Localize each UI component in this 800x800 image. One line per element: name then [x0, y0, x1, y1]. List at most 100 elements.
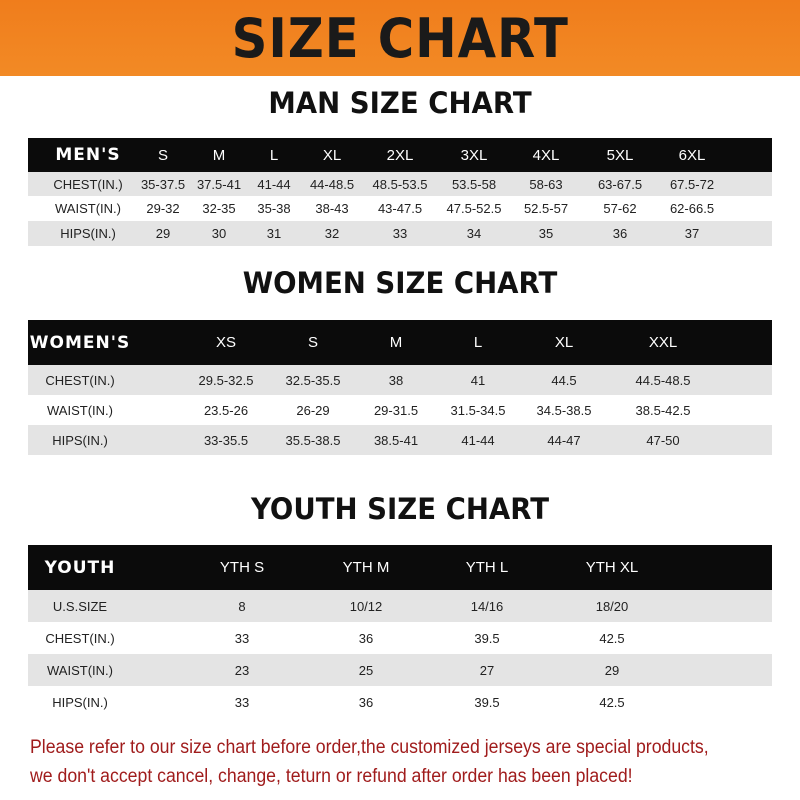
youth-size-table: YOUTH YTH S YTH M YTH L YTH XL U.S.SIZE 8 10/12… [28, 545, 772, 718]
size-header: M [389, 334, 403, 351]
table-cell: 38 [388, 372, 404, 388]
table-cell: 23 [234, 662, 250, 678]
measurement-label: WAIST(IN.) [55, 201, 121, 216]
table-cell: 10/12 [349, 598, 383, 614]
size-header: S [157, 146, 169, 164]
table-cell: 32 [324, 226, 340, 241]
men-chart-title: MAN SIZE CHART [268, 86, 532, 120]
measurement-label: HIPS(IN.) [52, 694, 108, 710]
size-header: L [473, 334, 483, 351]
table-cell: 37 [684, 226, 700, 241]
table-row: WAIST(IN.) 23 25 27 29 [28, 654, 772, 686]
size-header: YTH XL [585, 559, 639, 576]
youth-chart-title: YOUTH SIZE CHART [250, 492, 550, 526]
table-cell: 35 [538, 226, 554, 241]
table-cell: 38-43 [315, 201, 349, 216]
table-row: CHEST(IN.) 29.5-32.5 32.5-35.5 38 41 44.5 44.5… [28, 365, 772, 395]
measurement-label: HIPS(IN.) [52, 432, 108, 448]
size-header: 6XL [678, 146, 706, 164]
table-cell: 63-67.5 [597, 176, 643, 192]
table-cell: 58-63 [529, 176, 563, 192]
women-chart-title: WOMEN SIZE CHART [242, 266, 558, 300]
table-cell: 48.5-53.5 [372, 176, 428, 192]
table-cell: 32-35 [202, 201, 236, 216]
table-cell: 36 [358, 630, 374, 646]
table-cell: 38.5-41 [373, 432, 419, 448]
table-cell: 32.5-35.5 [285, 372, 341, 388]
table-cell: 37.5-41 [196, 176, 242, 192]
table-cell: 27 [479, 662, 495, 678]
table-row: WAIST(IN.) 23.5-26 26-29 29-31.5 31.5-34.5 34… [28, 395, 772, 425]
notice-line-1: Please refer to our size chart before or… [30, 737, 709, 758]
size-header: YTH S [219, 559, 265, 576]
measurement-label: WAIST(IN.) [47, 402, 113, 418]
table-row: HIPS(IN.) 33-35.5 35.5-38.5 38.5-41 41-44 44-… [28, 425, 772, 455]
table-row: HIPS(IN.) 29 30 31 32 33 34 35 36 37 [28, 221, 772, 246]
size-header: XS [215, 334, 237, 351]
measurement-label: HIPS(IN.) [60, 226, 116, 241]
size-header: XL [322, 146, 342, 164]
measurement-label: U.S.SIZE [52, 598, 108, 614]
table-cell: 29 [604, 662, 620, 678]
table-row: WAIST(IN.) 29-32 32-35 35-38 38-43 43-47.5 47.… [28, 196, 772, 221]
table-cell: 44-47 [547, 432, 581, 448]
table-row: U.S.SIZE 8 10/12 14/16 18/20 [28, 590, 772, 622]
table-row: HIPS(IN.) 33 36 39.5 42.5 [28, 686, 772, 718]
size-header: S [307, 334, 319, 351]
table-cell: 33 [234, 630, 250, 646]
table-cell: 43-47.5 [377, 201, 423, 216]
table-cell: 47-50 [646, 432, 680, 448]
size-header: YTH M [342, 559, 390, 576]
table-cell: 36 [358, 694, 374, 710]
table-cell: 62-66.5 [669, 201, 715, 216]
table-cell: 18/20 [595, 598, 629, 614]
table-cell: 41-44 [257, 176, 291, 192]
women-header-row: WOMEN'S XS S M L XL XXL [28, 320, 772, 365]
table-title-cell: MEN'S [55, 145, 121, 165]
table-cell: 29-31.5 [373, 402, 419, 418]
table-cell: 52.5-57 [523, 201, 569, 216]
size-header: L [269, 146, 279, 164]
table-cell: 53.5-58 [451, 176, 497, 192]
size-header: YTH L [465, 559, 509, 576]
table-cell: 44-48.5 [309, 176, 355, 192]
men-header-row: MEN'S S M L XL 2XL 3XL 4XL 5XL 6XL [28, 138, 772, 172]
size-chart-banner: SIZE CHART [0, 0, 800, 76]
table-cell: 31.5-34.5 [450, 402, 506, 418]
table-cell: 29.5-32.5 [198, 372, 254, 388]
men-size-table: MEN'S S M L XL 2XL 3XL 4XL 5XL 6XL CHEST(IN.) 35-37… [28, 138, 772, 246]
table-cell: 34 [466, 226, 482, 241]
table-cell: 41 [470, 372, 486, 388]
size-header: XXL [648, 334, 678, 351]
size-header: 4XL [532, 146, 560, 164]
measurement-label: CHEST(IN.) [53, 176, 123, 192]
table-cell: 44.5 [551, 372, 577, 388]
size-header: XL [554, 334, 574, 351]
measurement-label: CHEST(IN.) [45, 630, 115, 646]
table-cell: 29 [155, 226, 171, 241]
table-cell: 30 [211, 226, 227, 241]
size-header: 3XL [460, 146, 488, 164]
table-cell: 8 [238, 598, 246, 614]
women-size-table: WOMEN'S XS S M L XL XXL CHEST(IN.) 29.5-32.5 32.5… [28, 320, 772, 455]
table-cell: 35-38 [257, 201, 291, 216]
table-cell: 67.5-72 [669, 176, 715, 192]
table-cell: 33 [234, 694, 250, 710]
size-header: M [212, 146, 226, 164]
table-cell: 39.5 [474, 694, 500, 710]
table-row: CHEST(IN.) 33 36 39.5 42.5 [28, 622, 772, 654]
table-cell: 42.5 [599, 694, 625, 710]
table-cell: 35-37.5 [140, 176, 186, 192]
table-cell: 29-32 [146, 201, 180, 216]
notice-line-2: we don't accept cancel, change, teturn o… [30, 766, 633, 787]
table-title-cell: YOUTH [44, 557, 116, 578]
table-title-cell: WOMEN'S [29, 332, 131, 353]
table-cell: 39.5 [474, 630, 500, 646]
size-header: 5XL [606, 146, 634, 164]
table-cell: 26-29 [296, 402, 330, 418]
banner-title: SIZE CHART [231, 6, 569, 70]
table-cell: 14/16 [470, 598, 504, 614]
table-cell: 33-35.5 [203, 432, 249, 448]
table-row: CHEST(IN.) 35-37.5 37.5-41 41-44 44-48.5 48.5… [28, 172, 772, 196]
table-cell: 44.5-48.5 [635, 372, 691, 388]
